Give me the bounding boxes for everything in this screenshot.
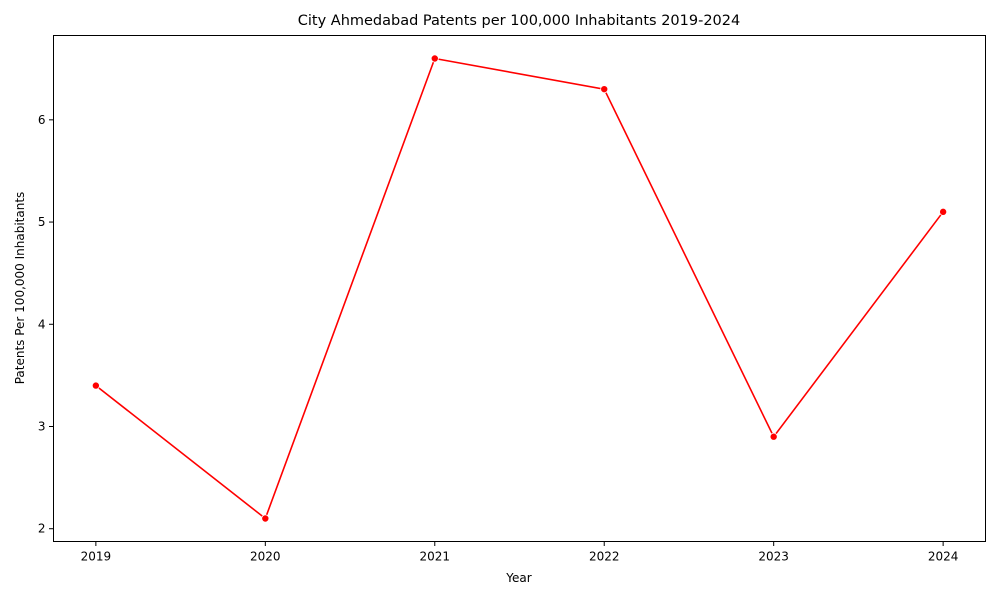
y-axis-label: Patents Per 100,000 Inhabitants bbox=[13, 192, 27, 385]
y-tick-label: 5 bbox=[38, 215, 46, 229]
x-tick-label: 2024 bbox=[928, 550, 959, 564]
data-point bbox=[940, 208, 947, 215]
y-axis: 2 3 4 5 6 bbox=[38, 113, 54, 536]
data-point bbox=[92, 382, 99, 389]
x-axis: 2019 2020 2021 2022 2023 2024 bbox=[81, 542, 959, 564]
series-line bbox=[96, 59, 943, 519]
data-point bbox=[431, 55, 438, 62]
data-point bbox=[770, 433, 777, 440]
x-tick-label: 2020 bbox=[250, 550, 281, 564]
x-tick-label: 2022 bbox=[589, 550, 620, 564]
y-tick-label: 3 bbox=[38, 420, 46, 434]
x-tick-label: 2019 bbox=[81, 550, 112, 564]
data-point bbox=[262, 515, 269, 522]
x-tick-label: 2021 bbox=[419, 550, 450, 564]
y-tick-label: 6 bbox=[38, 113, 46, 127]
series-group bbox=[92, 55, 946, 522]
x-axis-label: Year bbox=[505, 571, 531, 585]
x-tick-label: 2023 bbox=[758, 550, 789, 564]
y-tick-label: 2 bbox=[38, 522, 46, 536]
y-tick-label: 4 bbox=[38, 317, 46, 331]
chart-title: City Ahmedabad Patents per 100,000 Inhab… bbox=[298, 13, 740, 29]
plot-frame bbox=[54, 36, 986, 542]
data-point bbox=[601, 86, 608, 93]
